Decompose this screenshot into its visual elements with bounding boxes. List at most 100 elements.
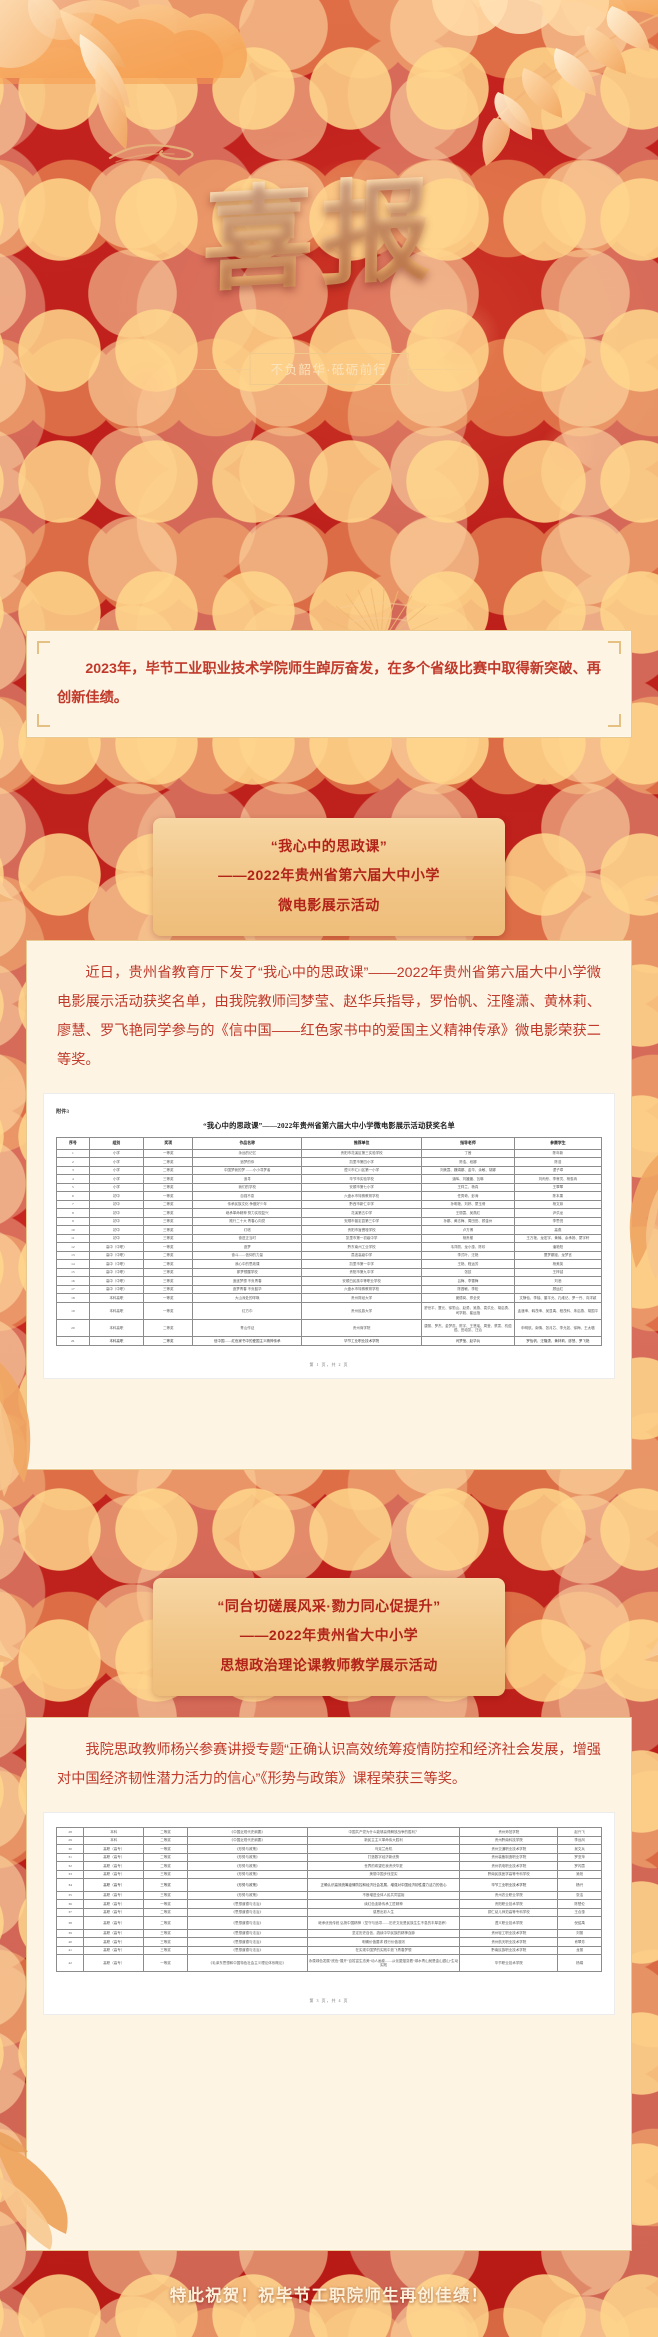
table-cell: 初中 [88, 1216, 145, 1227]
table-cell: 小学 [88, 1174, 145, 1184]
table-cell: 涵晖、刘媛媛、瓦琳 [421, 1174, 515, 1184]
table-cell: 黔南民族职业技术学院 [459, 1945, 559, 1956]
table-cell: 贵州轻工职业技术学院 [459, 1928, 559, 1939]
table-cell: 《思想道德与法治》 [186, 1899, 308, 1909]
table-cell: 初中 [88, 1233, 145, 1244]
table-cell: 三等奖 [143, 1225, 194, 1235]
table-cell: 高中（中职） [88, 1242, 145, 1252]
table-row: 13 高中（中职） 二等奖 奋斗——信仰的力量 荔波高级中学 李式叶、汪艳 覃梦娜娅、龙梦言 [56, 1250, 603, 1261]
table-cell: 李远凤 [557, 1835, 602, 1846]
document-title: “我心中的思政课”——2022年贵州省第六届大中小学微电影展示活动获奖名单 [203, 1122, 455, 1131]
table-cell: 顾运红 [513, 1284, 603, 1295]
table-row: 14 高中（中职） 二等奖 我心中的思政课 凯里市第一中学 王艳、程运芳 杨美英 [56, 1259, 603, 1269]
table-cell: 罗亚萍 [557, 1852, 602, 1863]
table-cell: 二等奖 [143, 1208, 194, 1218]
table-cell: 贵州航天职业技术学院 [459, 1937, 559, 1947]
table-cell: 中国梦我的梦 ——小小寻梦者 [192, 1165, 303, 1176]
table-cell: 正确认识高效统筹疫情防控和经济社会发展，增强对中国经济韧性潜力活力的信心 [306, 1878, 461, 1892]
table-row: 1 小学 一等奖 永远的记忆 贵阳市花溪区第三实验学校 丁茜 陈年新 [56, 1148, 603, 1159]
table-cell: 美丽中国步伐坚实 [306, 1869, 461, 1880]
table-cell: 小学 [88, 1165, 145, 1176]
table-cell: 38 [55, 1916, 85, 1930]
hero-ribbon: 不负韶华·砥砺前行 [169, 353, 489, 385]
table-cell: 《形势与政策》 [186, 1861, 308, 1871]
document-page-footer: 第 3 页，共 4 页 [309, 1998, 349, 2004]
plaque-line-3: 微电影展示活动 [278, 896, 380, 913]
table-row: 12 高中（中职） 一等奖 逐梦 黔东南州工业学校 韦洋丽、龙小惠、陈珍 潘艳阳 [56, 1242, 603, 1252]
table-cell: 坚定历史自信，赓续中华民族的精神血脉 [306, 1928, 461, 1939]
table-cell: 继承优良传统 弘扬中国精神（坚守与追寻——历史文化是民族生生不息的丰厚滋养） [306, 1916, 461, 1930]
table-cell: 赵兴飞 [557, 1827, 602, 1837]
intro-paragraph: 2023年，毕节工业职业技术学院师生踔厉奋发，在多个省级比赛中取得新突破、再创新… [57, 661, 601, 707]
section-2-plaque-wrap: “同台切磋展风采·勠力同心促提升” ——2022年贵州省大中小学 思想政治理论课… [0, 1578, 658, 1697]
table-row: 21 本科高职 二等奖 信中国——红色家书中的爱国主义精神传承 毕节工业职业技术学院 闫梦… [56, 1336, 603, 1346]
table-cell: 孙明艳、刘婷、蒙玉倩 [421, 1199, 515, 1210]
table-cell: 六盘水市特殊教育学校 [301, 1284, 423, 1295]
table-cell: 二等奖 [143, 1852, 188, 1863]
table-cell: 《形势与政策》 [186, 1890, 308, 1901]
table-cell: 一等奖 [143, 1899, 188, 1909]
section-1-plaque-wrap: “我心中的思政课” ——2022年贵州省第六届大中小学 微电影展示活动 [0, 818, 658, 937]
table-cell: 高中（中职） [88, 1250, 145, 1261]
table-cell: 杨兴 [557, 1878, 602, 1892]
table-cell: 三等奖 [143, 1233, 194, 1244]
table-cell: 贵州民族大学 [301, 1301, 423, 1321]
table-body: 1 小学 一等奖 永远的记忆 贵阳市花溪区第三实验学校 丁茜 陈年新 2 小学 二等奖 追梦的你 凯里… [56, 1148, 603, 1346]
table-cell: 闫梦莹、赵华兵 [421, 1336, 515, 1346]
table-cell: 青山作证 [192, 1319, 303, 1338]
table-row: 3 小学 二等奖 中国梦我的梦 ——小小寻梦者 遵义市汇川区第一小学 刘美霞、魏娟娜、金华… [56, 1165, 603, 1176]
table-cell: 中国共产党为什么能够赢得解放战争的胜利？ [306, 1827, 461, 1837]
table-cell: 红方巾 [192, 1301, 303, 1321]
table-cell: 张洁 [557, 1890, 602, 1901]
table-cell: 灯塔 [192, 1225, 303, 1235]
ribbon-line-right [408, 368, 489, 370]
page-title: 喜报 [201, 168, 457, 307]
table-header-row: 序号 组别 奖项 作品名称 推荐单位 指导老师 参赛学生 [56, 1137, 603, 1150]
section-2-card: 我院思政教师杨兴参赛讲授专题“正确认识高效统筹疫情防控和经济社会发展，增强对中国… [26, 1717, 632, 2251]
table-cell: 三等奖 [143, 1869, 188, 1880]
ribbon-label: 不负韶华·砥砺前行 [249, 353, 409, 385]
table-row: 18 本科高职 一等奖 大山深处的呼唤 贵州财经大学 窦德岗、郑全安 文静怡、李柚、董平允、… [56, 1293, 603, 1303]
table-cell: 新民主主义革命伟大胜利 [306, 1835, 461, 1846]
table-cell: 凯里市第一中学 [301, 1259, 423, 1269]
table-cell: 贵州财经大学 [301, 1293, 423, 1303]
table-cell: 二等奖 [143, 1336, 194, 1346]
table-cell: 王梓钺 [513, 1267, 603, 1278]
table-cell: 刘洒 [513, 1276, 603, 1286]
table-cell: 肖翠芳 [557, 1937, 602, 1947]
table-cell: 孟渡坤、韩茂坤、吴显禹、程茂科、朱启燕、胡国平 [513, 1301, 603, 1321]
table-cell: 我心中的思政课 [192, 1259, 303, 1269]
table-cell: 小学 [88, 1157, 145, 1167]
table-cell: 一等奖 [143, 1954, 188, 1973]
table-cell: 续红色血脉传承工匠精神 [306, 1899, 461, 1909]
table-cell: 贵州农业职业学院 [459, 1890, 559, 1901]
table-cell: 申明航、南情、张月芯、李允如、徐梅、王太璐 [513, 1319, 603, 1338]
table-row: 32 高职（高专） 二等奖 《形势与政策》 世界的希望在我泱泱华夏 贵州机电职业技术学院罗… [55, 1861, 602, 1871]
table-cell: 本科高职 [88, 1336, 145, 1346]
table-cell: 杨美英 [513, 1259, 603, 1269]
table-row: 20 本科高职 二等奖 青山作证 贵州商学院 唐丽、罗杰、金梦蕊、陈宇、王慧瑶、周莹、蔡雯… [56, 1319, 603, 1338]
table-cell: 高燕 [513, 1225, 603, 1235]
section-2-paragraph: 我院思政教师杨兴参赛讲授专题“正确认识高效统筹疫情防控和经济社会发展，增强对中国… [57, 1742, 601, 1788]
table-cell: 陈浩、段娜 [421, 1157, 515, 1167]
table-cell: 自强不息 [192, 1191, 303, 1201]
table-cell: 初中 [88, 1199, 145, 1210]
table-cell: 遵义市汇川区第一小学 [301, 1165, 423, 1176]
table-cell: 5 [56, 1182, 90, 1193]
table-cell: 孙娜、黄志梅、周田田、顾金州 [421, 1216, 515, 1227]
table-column-header: 作品名称 [192, 1137, 303, 1150]
table-cell: 19 [56, 1301, 90, 1321]
table-cell: 奋进正当时 [192, 1233, 303, 1244]
table-cell: 高职（高专） [83, 1852, 145, 1863]
table-cell: 追逐梦想 不负青春 [192, 1276, 303, 1286]
table-cell: 安顺市普定县第三中学 [301, 1216, 423, 1227]
table-cell: 罗闪霞 [557, 1861, 602, 1871]
table-cell: 杨娟 [557, 1954, 602, 1973]
table-cell: 三等奖 [143, 1878, 188, 1892]
table-row: 4 小学 三等奖 追寻 毕节市实验学校 涵晖、刘媛媛、瓦琳 刘丙彤、李睿灵、杨惠冉 [56, 1174, 603, 1184]
table-cell: 丁茜 [421, 1148, 515, 1159]
table-cell: 三等奖 [143, 1284, 194, 1295]
table-cell: 罗怡帆、汪隆潇、黄林莉、廖慧、罗飞艳 [513, 1336, 603, 1346]
table-cell: 二等奖 [143, 1916, 188, 1930]
